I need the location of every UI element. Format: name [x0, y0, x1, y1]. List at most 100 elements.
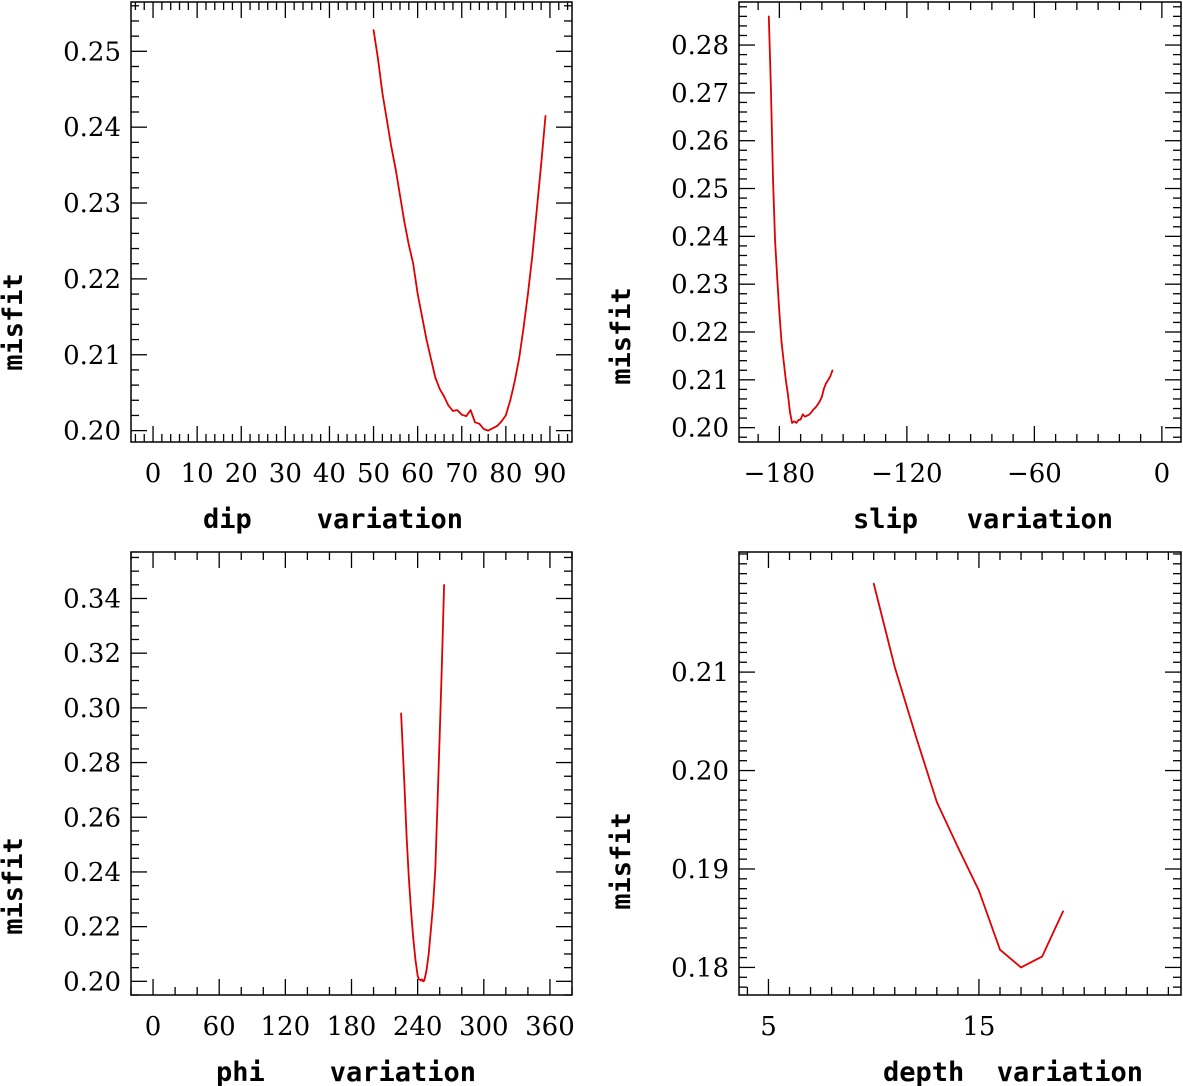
x-tick-label: 360	[525, 1012, 575, 1042]
chart-panel-4: 5 15 0.18 0.19 0.20 0.21 depth variation misfit	[606, 551, 1182, 1086]
data-point	[915, 735, 917, 737]
x-tick-label: 0	[1154, 459, 1171, 489]
x-tick-label: 0	[145, 1012, 162, 1042]
data-point	[469, 409, 472, 411]
data-point	[978, 889, 980, 892]
x-tick-label: 240	[393, 1012, 443, 1042]
x-tick-label: −60	[1007, 459, 1062, 489]
data-point	[430, 357, 432, 360]
y-tick-label: 0.34	[63, 584, 121, 614]
y-tick-label: 0.26	[671, 127, 729, 157]
data-point	[505, 414, 507, 417]
data-point	[491, 427, 494, 430]
data-point	[518, 357, 520, 360]
data-point	[447, 404, 450, 407]
data-point	[410, 909, 412, 912]
x-tick-label: 300	[459, 1012, 509, 1042]
y-axis-label: misfit	[0, 273, 29, 371]
data-point	[377, 58, 379, 60]
y-tick-label: 0.22	[671, 318, 729, 348]
data-point	[801, 413, 804, 416]
data-point	[399, 194, 401, 197]
data-point	[780, 340, 783, 343]
y-axis-label: misfit	[0, 837, 29, 935]
data-point	[535, 209, 538, 212]
data-point	[403, 783, 406, 786]
data-point	[420, 979, 422, 982]
data-point	[438, 388, 441, 390]
data-point	[381, 92, 384, 94]
data-point	[893, 666, 896, 668]
data-point	[432, 903, 434, 906]
x-axis-label: slip variation	[853, 504, 1113, 535]
series-line	[872, 583, 1064, 969]
data-point	[452, 410, 454, 412]
x-axis-label: depth variation	[883, 1057, 1143, 1086]
data-point	[793, 420, 796, 423]
data-point	[500, 420, 503, 423]
x-tick-label: 70	[445, 459, 478, 489]
data-point	[823, 387, 825, 390]
data-point	[774, 240, 776, 242]
data-point	[821, 395, 823, 398]
data-point	[767, 15, 770, 18]
data-point	[414, 958, 417, 961]
x-tick-label: 30	[269, 459, 302, 489]
x-axis-label: dip variation	[203, 504, 463, 535]
x-tick-label: 120	[261, 1012, 311, 1042]
data-point	[483, 428, 485, 430]
data-point	[408, 876, 410, 879]
data-point	[872, 582, 875, 585]
data-point	[487, 429, 490, 432]
data-point	[425, 969, 428, 972]
data-point	[416, 293, 419, 295]
data-point	[936, 801, 938, 803]
data-point	[522, 327, 525, 330]
data-point	[405, 835, 408, 838]
data-point	[776, 278, 779, 281]
data-point	[806, 414, 808, 417]
data-point	[509, 399, 512, 402]
x-tick-label: 5	[760, 1012, 777, 1042]
x-tick-label: −120	[871, 459, 942, 489]
x-tick-label: 80	[489, 459, 522, 489]
data-point	[434, 868, 437, 871]
data-point	[544, 114, 547, 117]
x-tick-label: −180	[744, 459, 815, 489]
data-point	[443, 395, 445, 398]
y-tick-label: 0.25	[63, 37, 121, 67]
plot-frame	[130, 1, 573, 443]
data-point	[1062, 910, 1064, 913]
data-point	[791, 422, 793, 424]
data-point	[423, 979, 426, 982]
data-point	[390, 145, 392, 147]
data-point	[827, 379, 830, 381]
plot-frame	[738, 551, 1182, 996]
data-point	[818, 400, 821, 403]
y-tick-label: 0.24	[63, 113, 121, 143]
data-point	[825, 382, 827, 384]
data-point	[421, 316, 423, 318]
data-point	[784, 379, 787, 381]
y-tick-label: 0.25	[671, 175, 729, 205]
series-line	[372, 29, 547, 432]
data-point	[465, 415, 467, 418]
data-point	[403, 221, 406, 223]
y-tick-label: 0.23	[671, 270, 729, 300]
chart-panel-1: 0 10 20 30 40 50 60 70 80 90 0.20 0.21 0.22 0.23 0.24 0…	[0, 1, 573, 535]
data-point	[400, 712, 402, 715]
y-tick-label: 0.21	[63, 341, 121, 371]
data-point	[957, 846, 959, 849]
x-tick-label: 40	[313, 459, 346, 489]
y-tick-label: 0.21	[671, 366, 729, 396]
data-point	[1020, 966, 1022, 969]
data-point	[441, 663, 443, 665]
data-point	[540, 164, 542, 166]
y-tick-label: 0.26	[63, 803, 121, 833]
data-point	[474, 421, 476, 424]
y-tick-label: 0.21	[671, 658, 729, 688]
data-point	[789, 411, 791, 414]
y-tick-label: 0.27	[671, 79, 729, 109]
data-point	[770, 87, 772, 89]
